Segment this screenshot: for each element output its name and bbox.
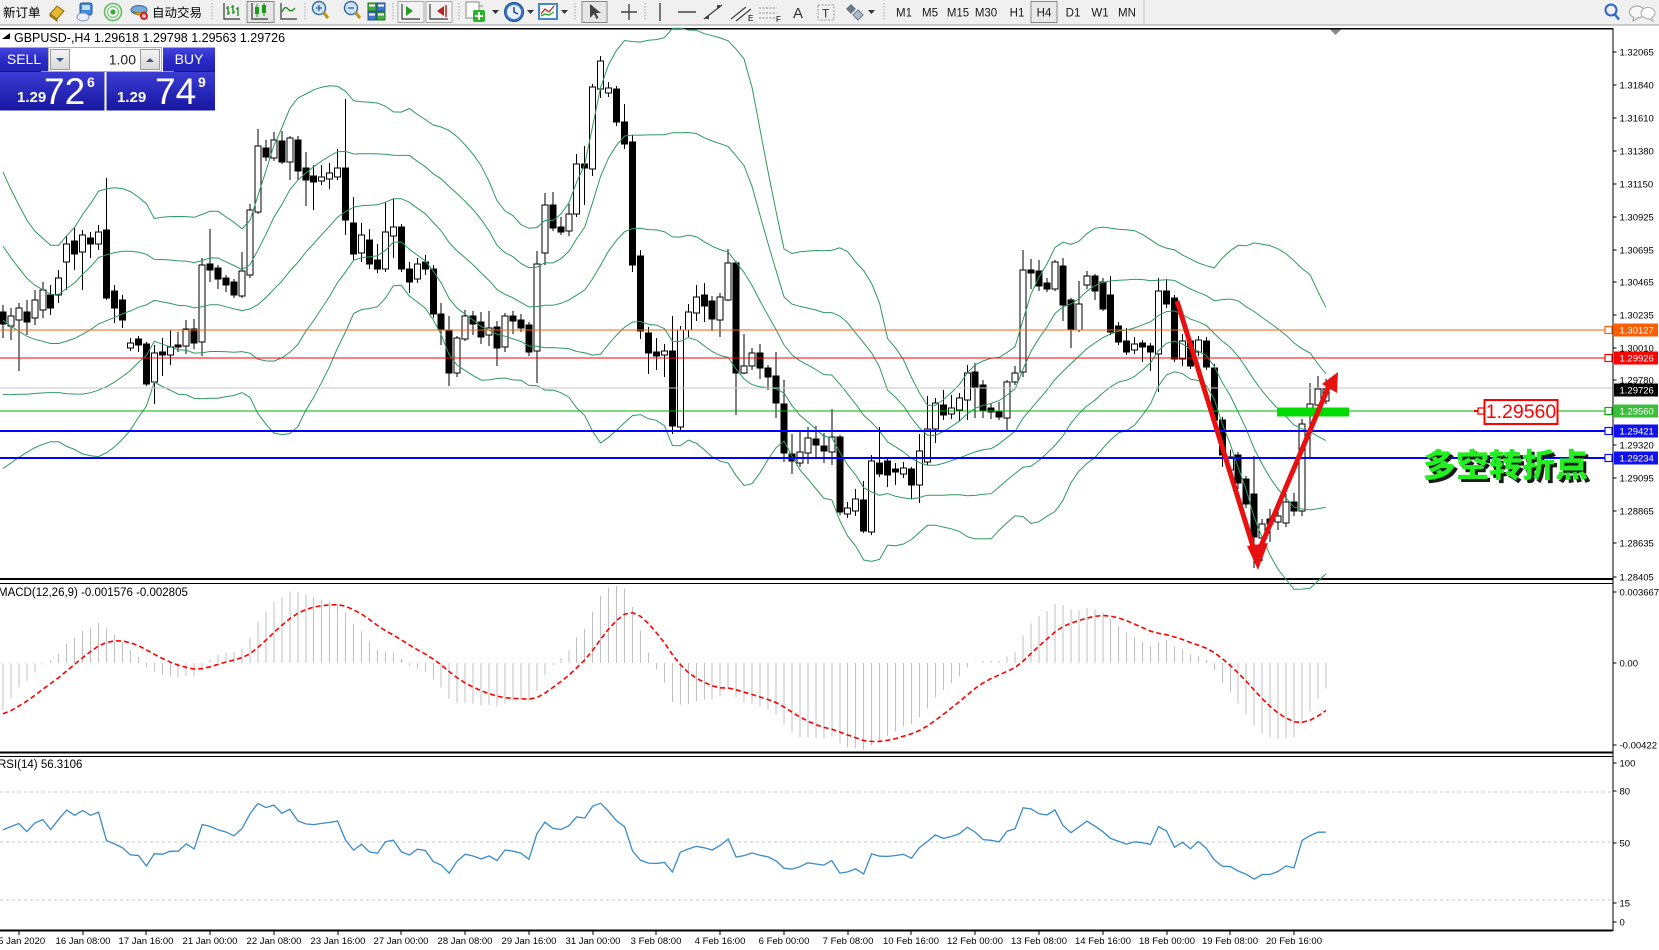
svg-text:9: 9 [198,74,206,90]
svg-text:28 Jan 08:00: 28 Jan 08:00 [438,936,493,947]
svg-text:1.29320: 1.29320 [1620,441,1654,452]
svg-text:10 Feb 16:00: 10 Feb 16:00 [883,936,939,947]
svg-text:15 Jan 2020: 15 Jan 2020 [0,936,45,947]
svg-text:16 Jan 08:00: 16 Jan 08:00 [56,936,111,947]
svg-text:1.30695: 1.30695 [1620,246,1654,257]
svg-text:23 Jan 16:00: 23 Jan 16:00 [311,936,366,947]
svg-text:6: 6 [87,74,95,90]
svg-text:1.29780: 1.29780 [1620,376,1654,387]
svg-text:0.00: 0.00 [1620,659,1639,670]
svg-text:M30: M30 [975,8,997,20]
svg-text:E: E [748,14,753,23]
svg-text:21 Jan 00:00: 21 Jan 00:00 [183,936,238,947]
svg-text:1.29: 1.29 [17,89,46,106]
svg-text:RSI(14) 56.3106: RSI(14) 56.3106 [0,759,82,771]
svg-text:31 Jan 00:00: 31 Jan 00:00 [566,936,621,947]
svg-text:M1: M1 [896,8,912,20]
svg-text:1.30235: 1.30235 [1620,311,1654,322]
svg-text:1.28635: 1.28635 [1620,539,1654,550]
svg-text:6 Feb 00:00: 6 Feb 00:00 [759,936,810,947]
svg-text:1.29095: 1.29095 [1620,474,1654,485]
svg-text:1.31380: 1.31380 [1620,147,1654,158]
svg-text:27 Jan 00:00: 27 Jan 00:00 [374,936,429,947]
svg-text:29 Jan 16:00: 29 Jan 16:00 [502,936,557,947]
svg-text:D1: D1 [1066,8,1081,20]
svg-text:15: 15 [1620,899,1631,910]
svg-text:-0.00422: -0.00422 [1620,741,1658,752]
svg-text:1.28865: 1.28865 [1620,507,1654,518]
svg-text:0.003667: 0.003667 [1620,588,1659,599]
svg-text:MACD(12,26,9) -0.001576 -0.002: MACD(12,26,9) -0.001576 -0.002805 [0,587,188,599]
svg-text:17 Jan 16:00: 17 Jan 16:00 [119,936,174,947]
svg-text:22 Jan 08:00: 22 Jan 08:00 [247,936,302,947]
svg-text:13 Feb 08:00: 13 Feb 08:00 [1011,936,1067,947]
svg-text:M15: M15 [947,8,969,20]
svg-text:1.30925: 1.30925 [1620,213,1654,224]
svg-text:18 Feb 00:00: 18 Feb 00:00 [1139,936,1195,947]
svg-text:1.29: 1.29 [117,89,146,106]
svg-text:1.29926: 1.29926 [1620,354,1654,365]
svg-text:19 Feb 08:00: 19 Feb 08:00 [1202,936,1258,947]
svg-text:80: 80 [1620,787,1631,798]
svg-text:1.29560: 1.29560 [1620,407,1654,418]
svg-text:T: T [822,7,830,21]
svg-text:GBPUSD-,H4 1.29618 1.29798 1.: GBPUSD-,H4 1.29618 1.29798 1.29563 1.297… [14,31,285,45]
svg-text:A: A [793,5,803,22]
svg-text:20 Feb 16:00: 20 Feb 16:00 [1266,936,1322,947]
svg-text:1.30465: 1.30465 [1620,278,1654,289]
svg-text:72: 72 [44,71,85,112]
svg-text:1.31150: 1.31150 [1620,180,1654,191]
svg-text:1.29234: 1.29234 [1620,454,1654,465]
svg-text:H4: H4 [1037,8,1052,20]
svg-text:1.31610: 1.31610 [1620,114,1654,125]
svg-text:3 Feb 08:00: 3 Feb 08:00 [631,936,682,947]
svg-text:1.32065: 1.32065 [1620,48,1654,59]
svg-text:1.29560: 1.29560 [1486,401,1557,423]
svg-text:74: 74 [155,71,196,112]
svg-text:7 Feb 08:00: 7 Feb 08:00 [823,936,874,947]
svg-text:1.30127: 1.30127 [1620,326,1654,337]
svg-text:M5: M5 [922,8,938,20]
svg-text:4 Feb 16:00: 4 Feb 16:00 [695,936,746,947]
svg-text:1.28405: 1.28405 [1620,573,1654,584]
svg-text:1.30010: 1.30010 [1620,344,1654,355]
svg-text:1.29421: 1.29421 [1620,427,1654,438]
svg-text:F: F [776,15,781,24]
svg-text:1.00: 1.00 [109,52,136,68]
svg-text:1.31840: 1.31840 [1620,81,1654,92]
svg-text:W1: W1 [1091,8,1108,20]
svg-text:0: 0 [1620,918,1625,929]
svg-text:BUY: BUY [175,51,204,67]
svg-text:1.29726: 1.29726 [1620,386,1654,397]
svg-text:100: 100 [1620,759,1636,770]
svg-text:MN: MN [1118,8,1136,20]
svg-text:12 Feb 00:00: 12 Feb 00:00 [947,936,1003,947]
svg-text:14 Feb 16:00: 14 Feb 16:00 [1075,936,1131,947]
svg-text:50: 50 [1620,839,1631,850]
svg-text:SELL: SELL [7,51,41,67]
svg-text:H1: H1 [1010,8,1025,20]
